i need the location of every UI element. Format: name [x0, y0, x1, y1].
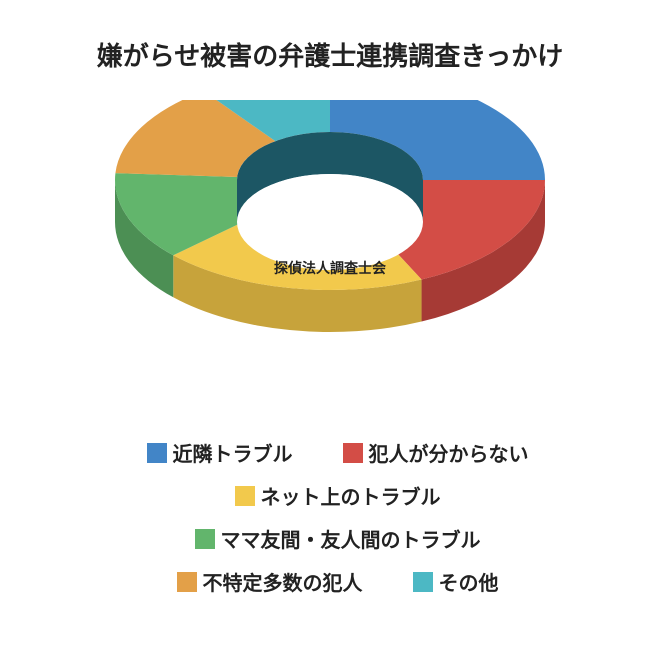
legend-item: 近隣トラブル [147, 438, 293, 467]
legend-item: ネット上のトラブル [235, 481, 441, 510]
legend-label: その他 [439, 567, 499, 596]
legend-row: 不特定多数の犯人 その他 [95, 567, 580, 596]
legend-item: 犯人が分からない [343, 438, 529, 467]
legend-item: ママ友間・友人間のトラブル [195, 524, 481, 553]
chart-title: 嫌がらせ被害の弁護士連携調査きっかけ [0, 36, 660, 73]
legend-swatch [177, 572, 197, 592]
legend-row: ネット上のトラブル [95, 481, 580, 510]
legend-swatch [195, 529, 215, 549]
legend-label: 犯人が分からない [369, 438, 529, 467]
chart-center-label: 探偵法人調査士会 [0, 258, 660, 278]
legend-row: 近隣トラブル 犯人が分からない [95, 438, 580, 467]
legend-label: 近隣トラブル [173, 438, 293, 467]
legend-row: ママ友間・友人間のトラブル [95, 524, 580, 553]
legend-swatch [343, 443, 363, 463]
donut-chart [0, 100, 660, 410]
legend-label: ママ友間・友人間のトラブル [221, 524, 481, 553]
legend-label: ネット上のトラブル [261, 481, 441, 510]
chart-container: 嫌がらせ被害の弁護士連携調査きっかけ 探偵法人調査士会 近隣トラブル 犯人が分から… [0, 0, 660, 660]
legend-swatch [235, 486, 255, 506]
chart-legend: 近隣トラブル 犯人が分からないネット上のトラブルママ友間・友人間のトラブル不特定多… [95, 438, 580, 596]
legend-swatch [413, 572, 433, 592]
legend-label: 不特定多数の犯人 [203, 567, 363, 596]
legend-item: 不特定多数の犯人 [177, 567, 363, 596]
legend-item: その他 [413, 567, 499, 596]
legend-swatch [147, 443, 167, 463]
